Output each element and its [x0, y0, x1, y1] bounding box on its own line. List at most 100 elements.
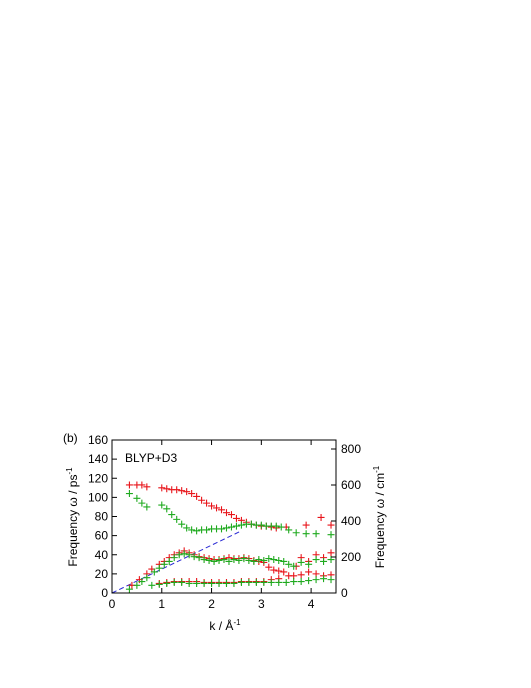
data-point [185, 551, 193, 559]
data-point [232, 514, 240, 522]
data-point [290, 562, 298, 570]
data-point [170, 578, 178, 586]
y2-axis-title: Frequency ω / cm-1 [372, 465, 387, 568]
y-tick-label: 140 [88, 452, 108, 466]
data-point [292, 529, 300, 537]
panel-label: (b) [63, 431, 78, 445]
y-tick-label: 20 [95, 567, 109, 581]
data-point [265, 563, 273, 571]
data-point [210, 557, 218, 565]
y-tick-label: 160 [88, 433, 108, 447]
data-point [247, 520, 255, 528]
data-point [222, 509, 230, 517]
data-point [320, 575, 328, 583]
data-point [138, 578, 146, 586]
data-point [175, 551, 183, 559]
data-point [125, 585, 133, 593]
data-point [138, 499, 146, 507]
data-point [190, 553, 198, 561]
data-point [208, 502, 216, 510]
y-axis-title-main: Frequency ω / ps [66, 475, 80, 567]
data-point [245, 578, 253, 586]
chart-marks [111, 481, 335, 594]
data-point [320, 557, 328, 565]
x-tick-label: 2 [208, 597, 215, 611]
y-tick-label: 60 [95, 529, 109, 543]
data-point [272, 522, 280, 530]
data-point [297, 578, 305, 586]
data-point [245, 556, 253, 564]
x-tick-label: 1 [158, 597, 165, 611]
data-point [275, 578, 283, 586]
data-point [133, 494, 141, 502]
data-point [312, 556, 320, 564]
data-point [305, 568, 313, 576]
y2-axis-title-sup: -1 [372, 465, 381, 473]
data-point [163, 485, 171, 493]
chart-annotation: BLYP+D3 [125, 451, 177, 465]
data-point [178, 487, 186, 495]
data-point [327, 521, 335, 529]
data-point [317, 513, 325, 521]
data-point [285, 560, 293, 568]
x-tick-label: 4 [308, 597, 315, 611]
y-axis-title: Frequency ω / ps-1 [65, 467, 80, 567]
data-point [302, 521, 310, 529]
y2-tick-label: 600 [341, 478, 361, 492]
data-point [205, 556, 213, 564]
data-point [160, 560, 168, 568]
data-point [193, 527, 201, 535]
data-point [327, 531, 335, 539]
data-point [133, 581, 141, 589]
data-point [282, 578, 290, 586]
data-point [125, 481, 133, 489]
data-point [185, 579, 193, 587]
data-point [218, 525, 226, 533]
data-point [180, 550, 188, 558]
data-point [235, 556, 243, 564]
data-point [220, 556, 228, 564]
y2-tick-label: 200 [341, 550, 361, 564]
data-point [230, 556, 238, 564]
y-tick-label: 120 [88, 471, 108, 485]
y2-tick-label: 400 [341, 514, 361, 528]
data-point [143, 483, 151, 491]
data-point [215, 579, 223, 587]
data-point [290, 578, 298, 586]
x-axis-title-sup: -1 [233, 618, 241, 627]
data-point [327, 549, 335, 557]
data-point [265, 555, 273, 563]
data-point [173, 515, 181, 523]
data-point [225, 557, 233, 565]
y-tick-label: 40 [95, 548, 109, 562]
data-point [138, 481, 146, 489]
x-tick-label: 0 [109, 597, 116, 611]
data-point [163, 579, 171, 587]
data-point [275, 567, 283, 575]
data-point [203, 526, 211, 534]
x-axis-title-main: k / Å [209, 618, 233, 633]
data-point [230, 579, 238, 587]
data-point [277, 523, 285, 531]
data-point [222, 524, 230, 532]
data-point [240, 555, 248, 563]
data-point [327, 576, 335, 584]
data-point [143, 503, 151, 511]
data-point [178, 578, 186, 586]
data-point [297, 558, 305, 566]
data-point [188, 490, 196, 498]
data-point [250, 557, 258, 565]
data-point [305, 577, 313, 585]
data-point [143, 574, 151, 582]
data-point [200, 556, 208, 564]
data-point [203, 499, 211, 507]
data-point [227, 511, 235, 519]
data-point [270, 556, 278, 564]
y2-axis-title-main: Frequency ω / cm [373, 473, 387, 568]
data-point [232, 522, 240, 530]
data-point [165, 557, 173, 565]
data-point [267, 578, 275, 586]
data-point [280, 557, 288, 565]
data-point [198, 496, 206, 504]
